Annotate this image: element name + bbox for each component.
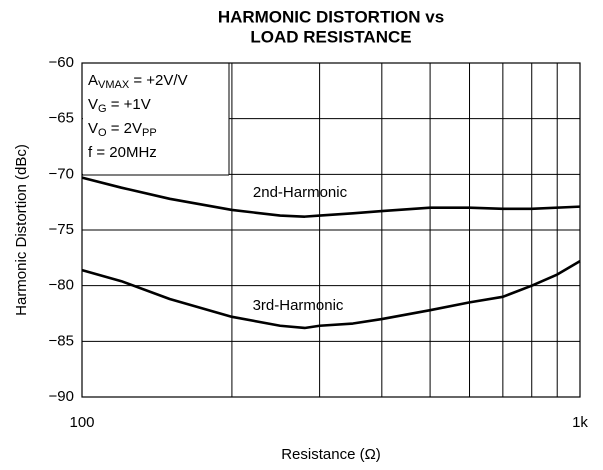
annotation-part: = +2V/V: [129, 72, 187, 89]
annotation-part: A: [88, 72, 98, 89]
y-tick-label: −90: [49, 388, 74, 405]
y-tick-label: −85: [49, 332, 74, 349]
y-tick-label: −60: [49, 54, 74, 71]
annotation-part: = 2V: [107, 120, 142, 137]
y-tick-label: −65: [49, 110, 74, 127]
annotation-part: G: [98, 103, 107, 115]
plot-frame: [81, 62, 581, 398]
x-tick-label: 1k: [572, 414, 588, 431]
chart-title: HARMONIC DISTORTION vs: [218, 7, 444, 26]
annotation-part: f = 20MHz: [88, 144, 157, 161]
annotation: VO = 2VPP: [88, 120, 157, 139]
x-tick-label: 100: [69, 414, 94, 431]
annotation-part: PP: [142, 127, 157, 139]
series-label: 3rd-Harmonic: [253, 297, 344, 314]
annotation: VG = +1V: [88, 96, 151, 115]
series-line: [81, 260, 581, 330]
chart-title: LOAD RESISTANCE: [250, 27, 411, 46]
annotation-part: V: [88, 120, 98, 137]
series-label: 2nd-Harmonic: [253, 184, 348, 201]
annotation: AVMAX = +2V/V: [88, 72, 188, 91]
y-axis-label: Harmonic Distortion (dBc): [13, 144, 30, 316]
y-tick-label: −80: [49, 277, 74, 294]
series-line: [81, 176, 581, 218]
annotation-box: [83, 64, 229, 175]
annotation-part: O: [98, 127, 107, 139]
x-axis-label: Resistance (Ω): [281, 446, 381, 463]
annotation: f = 20MHz: [88, 144, 157, 161]
annotation-part: V: [88, 96, 98, 113]
y-tick-label: −70: [49, 165, 74, 182]
annotation-part: VMAX: [98, 79, 130, 91]
y-tick-label: −75: [49, 221, 74, 238]
annotation-part: = +1V: [107, 96, 151, 113]
